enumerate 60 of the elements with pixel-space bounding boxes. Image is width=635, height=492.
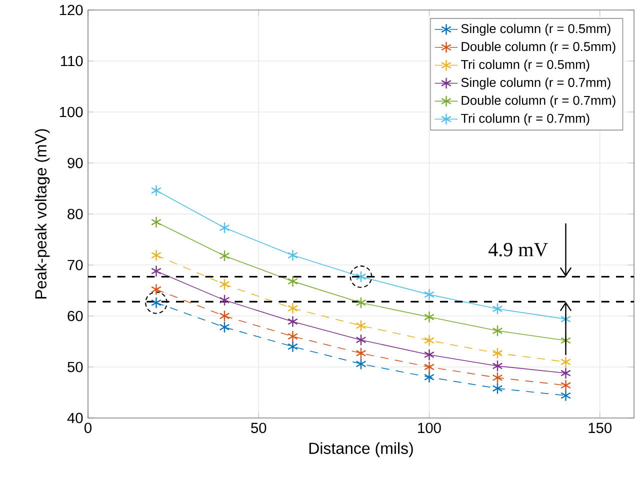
point [356, 320, 366, 332]
y-tick-label: 110 [61, 56, 83, 66]
point [424, 371, 434, 384]
y-axis-title: Peak-peak voltage (mV) [34, 129, 50, 298]
point [219, 310, 230, 322]
y-tick-label: 100 [60, 106, 83, 118]
point [151, 184, 162, 196]
point [424, 334, 434, 346]
annotation: 4.9 mV [488, 242, 548, 256]
point [356, 358, 366, 370]
point [560, 390, 571, 402]
y-tick-label: 120 [60, 4, 83, 16]
point [492, 347, 503, 360]
x-tick-label: 50 [251, 422, 266, 434]
y-tick-label: 80 [68, 208, 83, 220]
x-tick-label: 0 [84, 422, 92, 434]
point [288, 275, 298, 288]
point [288, 330, 298, 342]
point [151, 249, 162, 262]
point [560, 367, 571, 380]
point [560, 356, 571, 368]
x-axis-title: Distance (mils) [309, 442, 413, 458]
point [219, 250, 230, 262]
point [492, 382, 503, 394]
legend-label: Tri column (r = 0.7mm) [461, 113, 590, 126]
point [424, 288, 434, 301]
point [288, 302, 298, 314]
point [151, 284, 162, 296]
point [356, 347, 366, 360]
point [151, 216, 162, 228]
point [492, 324, 503, 337]
point [492, 360, 503, 372]
y-tick-label: 70 [68, 260, 83, 270]
y-tick-label: 50 [68, 362, 83, 372]
legend-label: Single column (r = 0.5mm) [461, 24, 610, 36]
legend-label: Double column (r = 0.5mm) [462, 42, 616, 54]
legend-label: Double column (r = 0.7mm) [462, 96, 616, 108]
point [356, 334, 366, 346]
point [560, 379, 571, 392]
point [219, 321, 230, 334]
point [288, 249, 298, 262]
point [424, 361, 434, 373]
point [219, 294, 230, 306]
y-tick-label: 90 [68, 158, 83, 168]
point [424, 311, 434, 323]
legend-label: Tri column (r = 0.5mm) [461, 60, 590, 72]
point [424, 348, 434, 361]
point [219, 278, 230, 290]
y-tick-label: 40 [67, 412, 83, 424]
legend-label: Single column (r = 0.7mm) [461, 78, 610, 90]
y-tick-label: 60 [68, 310, 83, 322]
x-tick-label: 150 [588, 422, 612, 434]
point [492, 372, 503, 384]
x-tick-label: 100 [418, 422, 441, 434]
point [151, 265, 162, 278]
point [288, 340, 298, 353]
point [492, 302, 503, 315]
point [356, 296, 366, 309]
point [219, 222, 230, 234]
point [288, 316, 298, 328]
